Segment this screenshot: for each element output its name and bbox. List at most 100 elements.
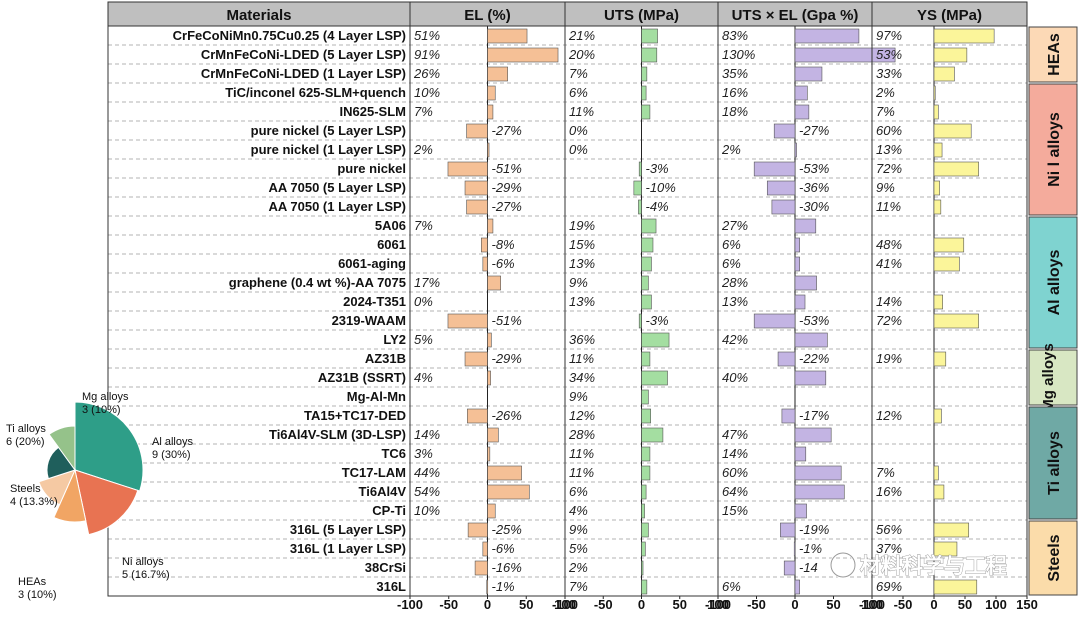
bar [447, 161, 488, 177]
x-tick-label: -100 [397, 597, 423, 612]
bar [794, 66, 823, 82]
group-band [1028, 349, 1078, 406]
category-label: 316L (5 Layer LSP) [290, 522, 406, 537]
data-label: 9% [876, 180, 895, 195]
data-label: 0% [414, 294, 433, 309]
data-label: 4% [569, 503, 588, 518]
data-label: 14% [876, 294, 902, 309]
bar [641, 370, 668, 386]
table-frame [107, 1, 1028, 597]
data-label: 6% [569, 85, 588, 100]
bar [933, 104, 939, 120]
group-label: Mg alloys [1040, 343, 1057, 411]
data-label: 91% [414, 47, 440, 62]
data-label: 0% [569, 142, 588, 157]
data-label: 19% [876, 351, 902, 366]
data-label: 53% [876, 47, 902, 62]
bar [933, 123, 972, 139]
x-tick-label: 100 [554, 597, 576, 612]
bar [933, 465, 939, 481]
data-label: 28% [568, 427, 595, 442]
bar [933, 484, 945, 500]
bar [641, 389, 649, 405]
bar [794, 47, 896, 63]
bar [753, 161, 796, 177]
category-label: TiC/inconel 625-SLM+quench [225, 85, 406, 100]
data-label: -27% [492, 199, 522, 214]
data-label: -51% [492, 313, 522, 328]
bar [771, 199, 796, 215]
bar [794, 427, 832, 443]
data-label: 83% [722, 28, 748, 43]
bar [933, 28, 995, 44]
data-label: -53% [799, 161, 829, 176]
bar [467, 522, 488, 538]
x-tick-label: -100 [552, 597, 578, 612]
category-label: CrFeCoNiMn0.75Cu0.25 (4 Layer LSP) [173, 28, 406, 43]
data-label: 6% [722, 256, 741, 271]
data-label: 54% [414, 484, 440, 499]
bar [487, 66, 508, 82]
bar [933, 199, 942, 215]
data-label: 4% [414, 370, 433, 385]
x-tick-label: -50 [439, 597, 458, 612]
data-label: -51% [492, 161, 522, 176]
data-label: 130% [722, 47, 755, 62]
category-label: 38CrSi [365, 560, 406, 575]
pie-slice [74, 469, 139, 536]
bar [794, 237, 800, 253]
category-label: 2024-T351 [343, 294, 406, 309]
data-label: 35% [722, 66, 748, 81]
data-label: -10% [646, 180, 676, 195]
bar [467, 408, 488, 424]
data-label: 34% [569, 370, 595, 385]
data-label: 7% [569, 66, 588, 81]
data-label: 14% [414, 427, 440, 442]
bar [464, 351, 488, 367]
data-label: -36% [799, 180, 829, 195]
data-label: 6% [722, 237, 741, 252]
bar [480, 237, 488, 253]
data-label: 16% [876, 484, 902, 499]
data-label: 72% [876, 313, 902, 328]
data-label: 3% [414, 446, 433, 461]
bar [933, 541, 958, 557]
data-label: 12% [569, 408, 595, 423]
bar [641, 332, 670, 348]
bar [487, 427, 499, 443]
data-label: -4% [646, 199, 669, 214]
data-label: 42% [722, 332, 748, 347]
category-label: CP-Ti [372, 503, 406, 518]
data-label: -16% [492, 560, 522, 575]
data-label: 7% [414, 218, 433, 233]
bar [641, 351, 651, 367]
data-label: 60% [722, 465, 748, 480]
bar [487, 47, 559, 63]
data-label: 7% [414, 104, 433, 119]
x-tick-label: 150 [1016, 597, 1038, 612]
data-label: -22% [799, 351, 829, 366]
data-label: 14% [722, 446, 748, 461]
data-label: -25% [492, 522, 522, 537]
pie-slice [48, 425, 76, 472]
category-label: TA15+TC17-DED [304, 408, 406, 423]
bar [933, 85, 936, 101]
data-label: 69% [876, 579, 902, 594]
pie-label: Mg alloys [82, 391, 129, 403]
data-label: 9% [569, 389, 588, 404]
bar [487, 446, 491, 462]
bar [794, 85, 808, 101]
bar [487, 275, 501, 291]
category-label: 2319-WAAM [332, 313, 406, 328]
bar [638, 199, 642, 215]
category-label: IN625-SLM [340, 104, 406, 119]
column-header: Materials [226, 7, 291, 24]
bar [933, 294, 943, 310]
category-label: Ti6Al4V [359, 484, 407, 499]
x-tick-label: 50 [958, 597, 972, 612]
bar [466, 199, 488, 215]
watermark-text: 材料科学与工程 [860, 554, 1007, 578]
data-label: 36% [569, 332, 595, 347]
bar [487, 104, 494, 120]
